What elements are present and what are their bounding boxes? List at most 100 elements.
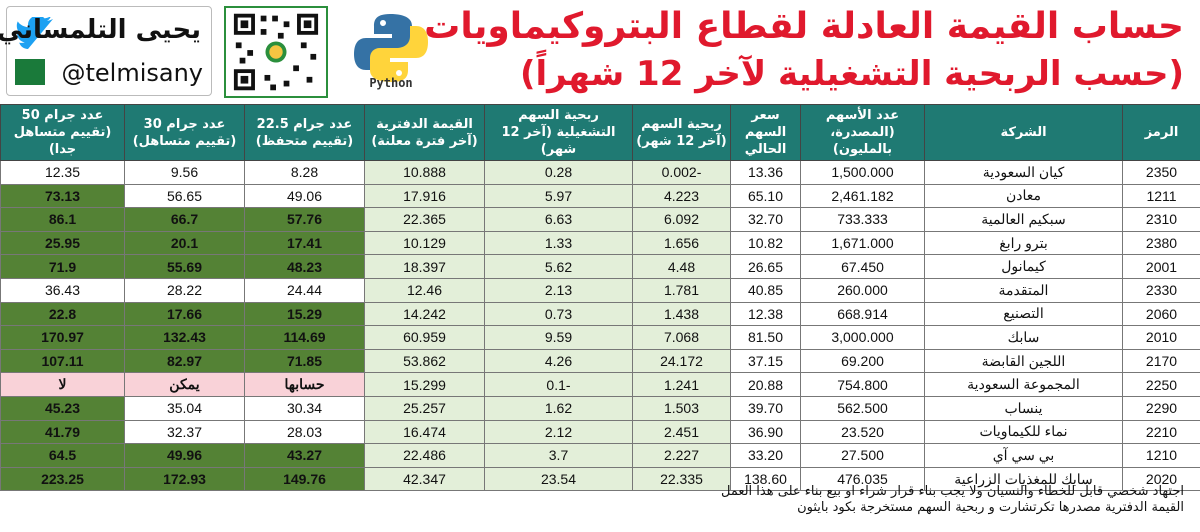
cell-price: 33.20 — [730, 443, 801, 468]
cell-book: 60.959 — [364, 325, 485, 350]
cell-eps: 2.227 — [632, 443, 731, 468]
cell-v30: 32.37 — [124, 419, 245, 445]
table-row: 2060 التصنيع 668.914 12.38 1.438 0.73 14.242 15… — [0, 301, 1200, 327]
cell-eps: 1.781 — [632, 277, 731, 303]
cell-company: بي سي آي — [924, 443, 1123, 468]
cell-eps: 1.241 — [632, 372, 731, 397]
cell-v30: 9.56 — [124, 160, 245, 185]
cell-v30: 49.96 — [124, 443, 245, 468]
cell-book: 25.257 — [364, 395, 485, 421]
cell-symbol: 2020 — [1122, 466, 1200, 492]
cell-company: المتقدمة — [924, 277, 1123, 303]
cell-eps: 1.656 — [632, 230, 731, 256]
cell-shares: 754.800 — [800, 372, 925, 397]
cell-v225: 30.34 — [244, 395, 365, 421]
cell-v225: 43.27 — [244, 443, 365, 468]
cell-v50: 12.35 — [0, 160, 125, 185]
cell-symbol: 2001 — [1122, 254, 1200, 279]
cell-shares: 668.914 — [800, 301, 925, 327]
cell-eps: 1.438 — [632, 301, 731, 327]
cell-shares: 562.500 — [800, 395, 925, 421]
cell-shares: 69.200 — [800, 348, 925, 374]
column-header: ربحية السهم (آخر 12 شهر) — [632, 104, 731, 161]
cell-price: 26.65 — [730, 254, 801, 279]
cell-book: 22.365 — [364, 207, 485, 232]
cell-v50: 64.5 — [0, 443, 125, 468]
header: حساب القيمة العادلة لقطاع البتروكيماويات… — [0, 0, 1200, 102]
cell-shares: 476.035 — [800, 466, 925, 492]
cell-eps: 7.068 — [632, 325, 731, 350]
cell-symbol: 2010 — [1122, 325, 1200, 350]
cell-v50: 41.79 — [0, 419, 125, 445]
cell-shares: 27.500 — [800, 443, 925, 468]
table-row: 2250 المجموعة السعودية 754.800 20.88 1.241 -0… — [0, 372, 1200, 397]
table-row: 2010 سابك 3,000.000 81.50 7.068 9.59 60.959 114… — [0, 325, 1200, 350]
table-row: 1211 معادن 2,461.182 65.10 4.223 5.97 17.916 49… — [0, 183, 1200, 209]
cell-price: 36.90 — [730, 419, 801, 445]
cell-symbol: 2170 — [1122, 348, 1200, 374]
cell-company: سابك — [924, 325, 1123, 350]
cell-book: 14.242 — [364, 301, 485, 327]
cell-eps: 24.172 — [632, 348, 731, 374]
saudi-flag-icon — [15, 59, 45, 85]
cell-price: 32.70 — [730, 207, 801, 232]
cell-op-eps: 0.28 — [484, 160, 633, 185]
cell-eps: 1.503 — [632, 395, 731, 421]
cell-shares: 2,461.182 — [800, 183, 925, 209]
cell-v225: 49.06 — [244, 183, 365, 209]
cell-shares: 1,500.000 — [800, 160, 925, 185]
cell-shares: 67.450 — [800, 254, 925, 279]
table-row: 2350 كيان السعودية 1,500.000 13.36 -0.002 0.2… — [0, 160, 1200, 185]
cell-op-eps: 5.97 — [484, 183, 633, 209]
valuation-table: الرمز الشركة عدد الأسهم (المصدرة، بالمليون… — [0, 104, 1200, 492]
cell-symbol: 2350 — [1122, 160, 1200, 185]
column-header: عدد جرام 30 (تقييم متساهل) — [124, 104, 245, 161]
cell-company: التصنيع — [924, 301, 1123, 327]
cell-shares: 260.000 — [800, 277, 925, 303]
python-label: Python — [369, 76, 413, 90]
cell-eps: 4.48 — [632, 254, 731, 279]
cell-price: 13.36 — [730, 160, 801, 185]
cell-eps: 22.335 — [632, 466, 731, 492]
cell-op-eps: 6.63 — [484, 207, 633, 232]
cell-v30: 172.93 — [124, 466, 245, 492]
column-header: عدد جرام 50 (تقييم متساهل جدا) — [0, 104, 125, 161]
cell-eps: -0.002 — [632, 160, 731, 185]
page-title: حساب القيمة العادلة لقطاع البتروكيماويات — [424, 6, 1184, 47]
table-header-row: الرمز الشركة عدد الأسهم (المصدرة، بالمليون… — [0, 104, 1200, 161]
note-line: القيمة الدفترية مصدرها تكرتشارت و ربحية … — [797, 500, 1184, 515]
cell-book: 15.299 — [364, 372, 485, 397]
cell-v225: 114.69 — [244, 325, 365, 350]
cell-v225: 17.41 — [244, 230, 365, 256]
cell-shares: 733.333 — [800, 207, 925, 232]
cell-book: 12.46 — [364, 277, 485, 303]
cell-company: سبكيم العالمية — [924, 207, 1123, 232]
cell-price: 81.50 — [730, 325, 801, 350]
cell-price: 65.10 — [730, 183, 801, 209]
cell-price: 138.60 — [730, 466, 801, 492]
cell-eps: 4.223 — [632, 183, 731, 209]
cell-symbol: 2380 — [1122, 230, 1200, 256]
cell-v30: 82.97 — [124, 348, 245, 374]
cell-price: 10.82 — [730, 230, 801, 256]
cell-op-eps: 2.13 — [484, 277, 633, 303]
cell-v30: 132.43 — [124, 325, 245, 350]
cell-company: نماء للكيماويات — [924, 419, 1123, 445]
cell-v50: 86.1 — [0, 207, 125, 232]
cell-company: ينساب — [924, 395, 1123, 421]
cell-v30: 17.66 — [124, 301, 245, 327]
author-name: يحيى التلمساني — [0, 15, 201, 45]
twitter-icon — [16, 17, 53, 49]
cell-company: بترو رابغ — [924, 230, 1123, 256]
page-subtitle: (حسب الربحية التشغيلية لآخر 12 شهراً) — [519, 54, 1184, 94]
cell-company: معادن — [924, 183, 1123, 209]
column-header: سعر السهم الحالي — [730, 104, 801, 161]
cell-price: 37.15 — [730, 348, 801, 374]
cell-op-eps: 2.12 — [484, 419, 633, 445]
column-header: الرمز — [1122, 104, 1200, 161]
cell-v50: 25.95 — [0, 230, 125, 256]
cell-v30: 55.69 — [124, 254, 245, 279]
cell-v30: 20.1 — [124, 230, 245, 256]
cell-book: 16.474 — [364, 419, 485, 445]
cell-op-eps: 0.73 — [484, 301, 633, 327]
